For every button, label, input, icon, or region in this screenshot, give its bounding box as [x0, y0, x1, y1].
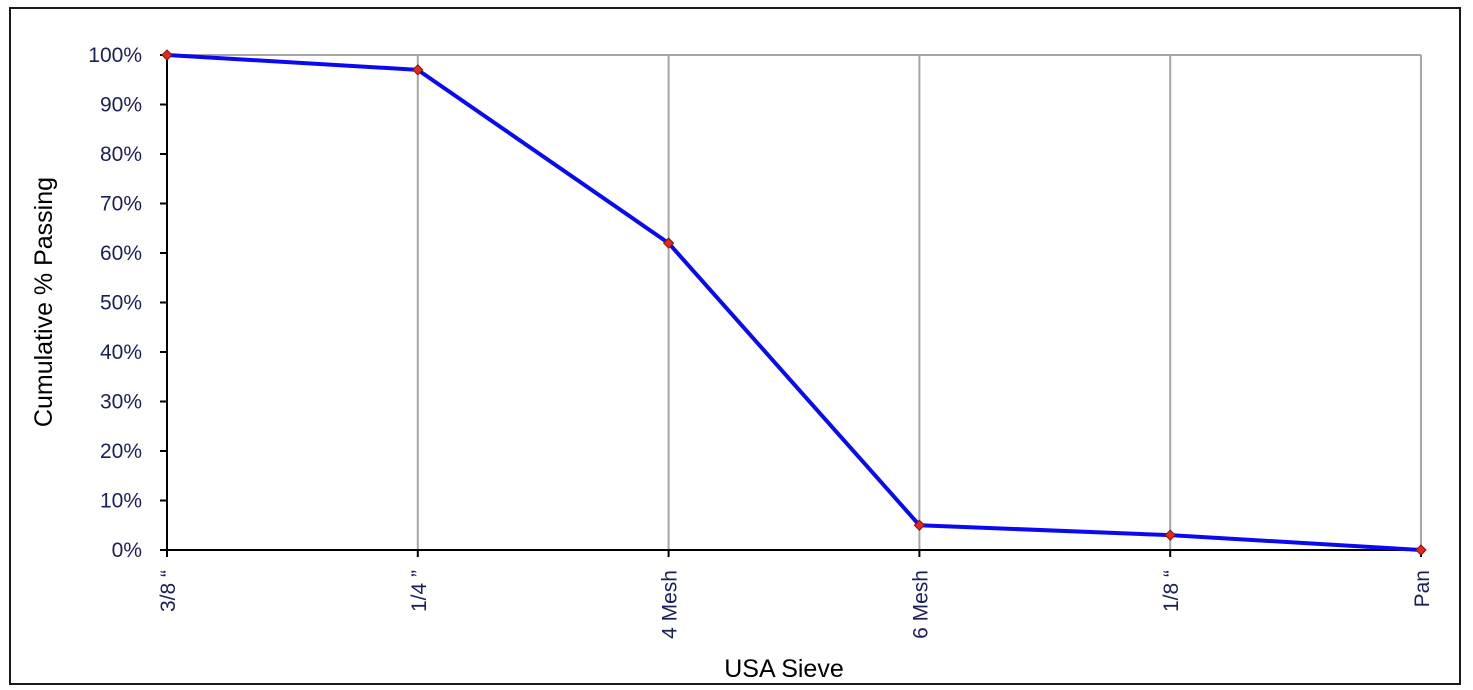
y-tick-label: 70% — [100, 193, 142, 216]
y-tick-label: 20% — [100, 440, 142, 463]
y-tick-label: 80% — [100, 143, 142, 166]
x-tick-label: 1/4 ” — [408, 570, 431, 612]
x-tick-label: 4 Mesh — [659, 570, 682, 639]
x-tick-label: 3/8 “ — [157, 570, 180, 612]
axes — [160, 54, 1422, 557]
y-tick-labels: 0% 10% 20% 30% 40% 50% 60% 70% 80% 90% 100% — [88, 44, 142, 562]
data-point — [662, 237, 675, 249]
data-point — [412, 64, 424, 76]
data-point — [161, 49, 173, 61]
y-axis-title: Cumulative % Passing — [30, 177, 58, 427]
x-tick-labels: 3/8 “ 1/4 ” 4 Mesh 6 Mesh 1/8 “ Pan — [157, 570, 1434, 639]
data-point — [1415, 544, 1427, 556]
y-tick-label: 10% — [100, 490, 142, 513]
x-tick-label: Pan — [1411, 570, 1434, 607]
y-tick-label: 0% — [112, 539, 142, 562]
data-point — [1164, 529, 1176, 541]
chart-frame — [9, 7, 1461, 685]
y-tick-label: 90% — [100, 94, 142, 117]
data-point — [913, 519, 926, 531]
x-tick-label: 1/8 “ — [1160, 570, 1183, 612]
x-axis-title: USA Sieve — [724, 655, 844, 683]
grid — [167, 54, 1422, 550]
y-tick-label: 50% — [100, 292, 142, 315]
series-line — [166, 53, 1422, 552]
y-tick-label: 100% — [88, 44, 142, 67]
series — [161, 49, 1427, 556]
y-tick-label: 60% — [100, 242, 142, 265]
x-tick-label: 6 Mesh — [909, 570, 932, 639]
y-tick-label: 40% — [100, 341, 142, 364]
y-tick-label: 30% — [100, 391, 142, 414]
